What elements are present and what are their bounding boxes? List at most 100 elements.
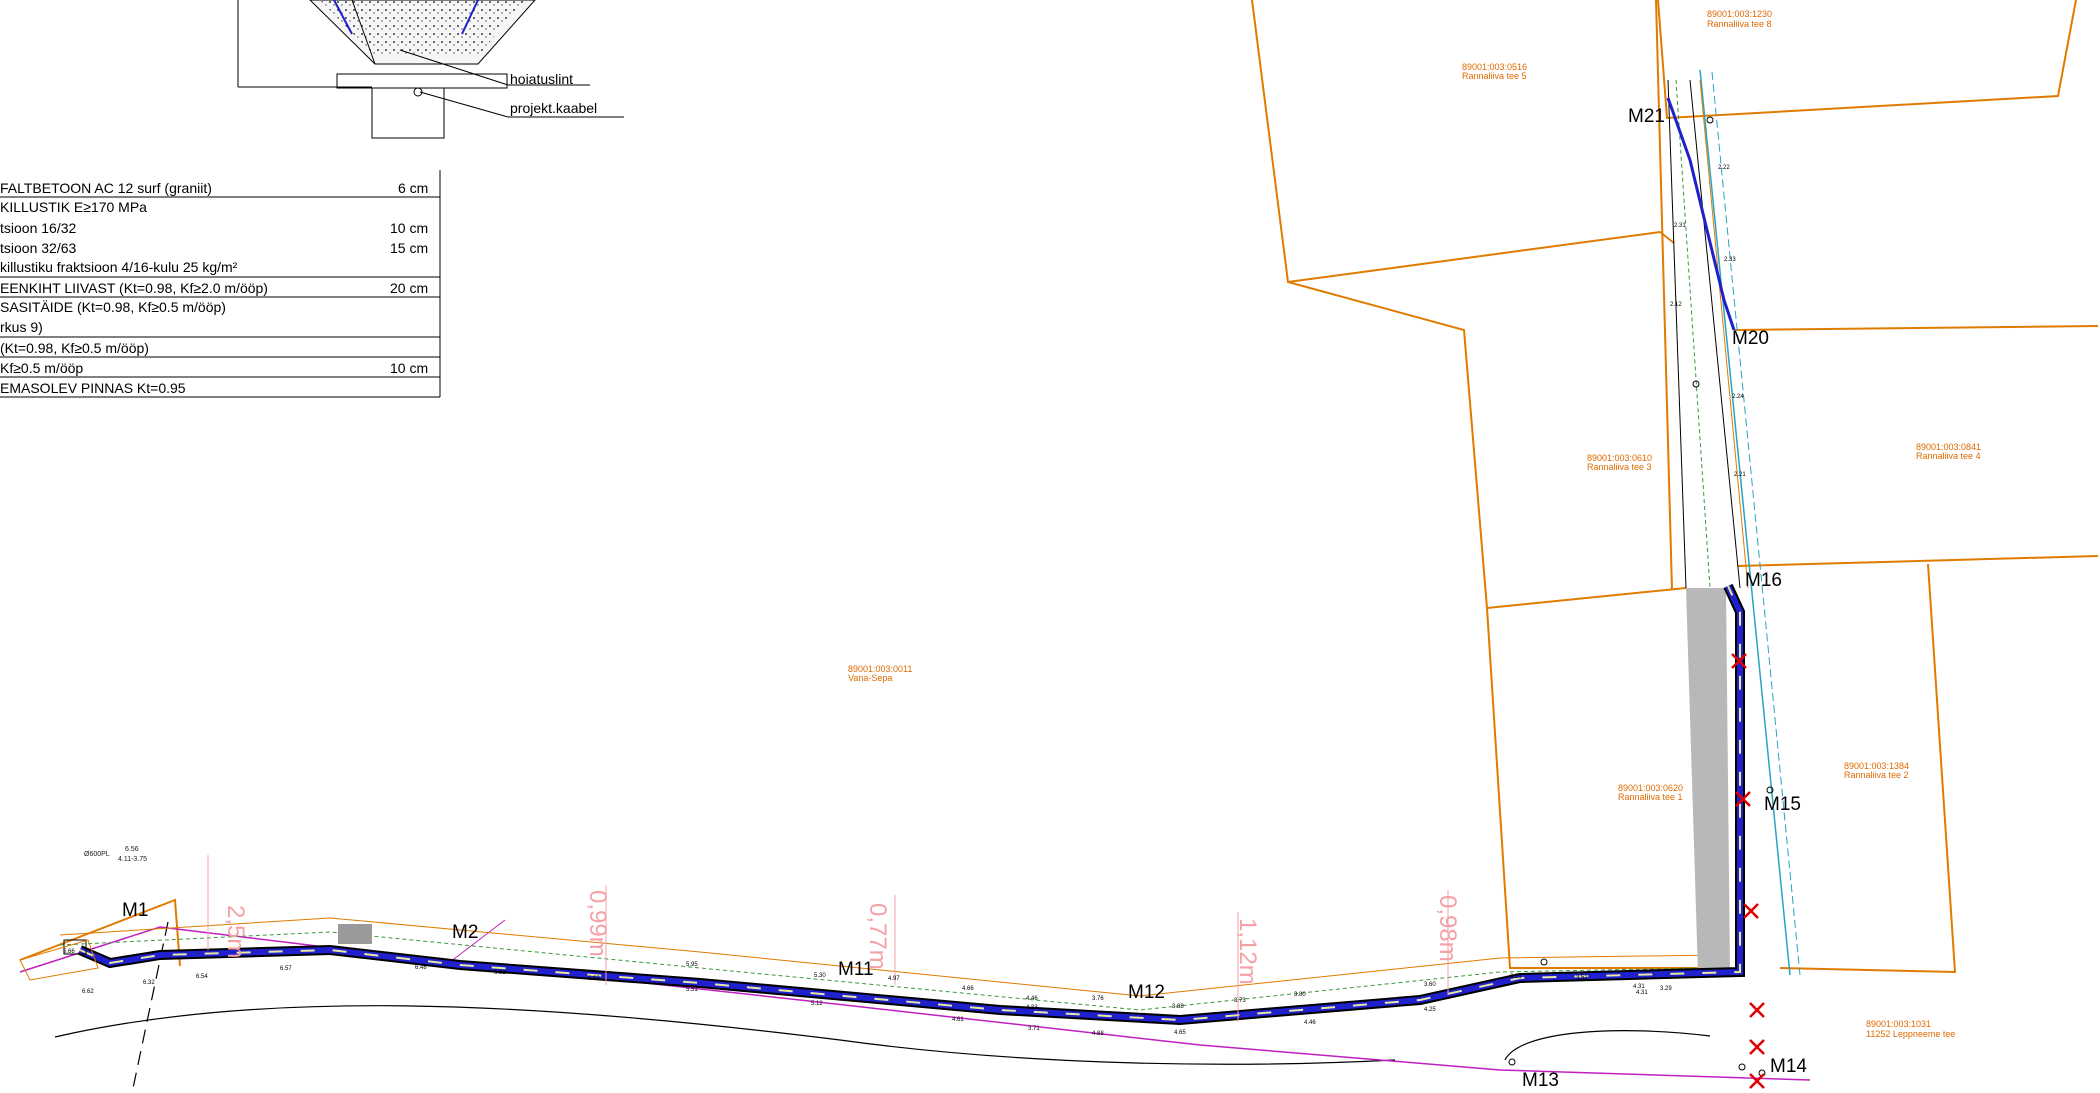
layer-text: Kf≥0.5 m/ööp (0, 360, 83, 376)
route-markers: M1 M2 M11 M12 M13 M14 M15 M16 M20 M21 (122, 106, 1807, 1091)
level-label: 5.95 (686, 962, 698, 968)
pole (1692, 380, 1700, 388)
remove-x (1749, 1073, 1765, 1089)
parcel-id: 89001:003:1384 (1844, 761, 1909, 771)
trench-outline (78, 583, 1745, 1026)
layer-text: FALTBETOON AC 12 surf (graniit) (0, 180, 212, 196)
remove-x (1749, 1039, 1765, 1055)
site-objects (19, 116, 1774, 1077)
cabinet-box (338, 924, 372, 944)
marker-label: M2 (452, 922, 478, 943)
level-label: 4.33 (1026, 1005, 1038, 1011)
level-label: 3.71 (1028, 1026, 1040, 1032)
level-label: 6.52 (494, 970, 506, 976)
level-label: 2.12 (1670, 302, 1682, 308)
parcel-line (1734, 325, 2099, 331)
level-label: 3.88 (1172, 1004, 1184, 1010)
level-label: 4.46 (1304, 1020, 1316, 1026)
level-label: 3.76 (1092, 996, 1104, 1002)
trench-north (1666, 97, 1736, 331)
pole (1540, 958, 1548, 966)
trench-cross-section: hoiatuslint projekt.kaabel (237, 0, 624, 139)
level-label: 4.65 (1174, 1030, 1186, 1036)
marker-label: M20 (1732, 328, 1769, 349)
parcel-line (1737, 555, 2099, 567)
cable-cyan-1 (1699, 69, 1791, 976)
remove-x (1735, 791, 1751, 807)
level-label: 6.56 (125, 846, 139, 853)
marker-label: M12 (1128, 982, 1165, 1003)
parcel-line (1657, 0, 2077, 120)
parcel-line (1779, 563, 1957, 974)
level-label: 4.66 (962, 986, 974, 992)
level-label: 6.48 (415, 965, 427, 971)
level-label: 6.57 (280, 966, 292, 972)
pole (1706, 116, 1714, 124)
parcel-labels: 89001:003:1230 Rannaliiva tee 8 89001:00… (848, 9, 1981, 1039)
parcel-name: 11252 Leppneeme tee (1866, 1029, 1955, 1039)
layer-text: KILLUSTIK E≥170 MPa (0, 199, 147, 215)
trench-hatch (320, 0, 525, 56)
level-label: 6.54 (196, 974, 208, 980)
parcel-name: Rannaliiva tee 8 (1707, 19, 1772, 29)
road-line-black (1667, 79, 1687, 589)
cable-blue-left (333, 0, 353, 35)
marker-label: M21 (1628, 106, 1665, 127)
layer-text: (Kt=0.98, Kf≥0.5 m/ööp) (0, 340, 149, 356)
level-label: 5.66 (63, 949, 75, 955)
parcel-line (1287, 281, 1728, 969)
level-label: 2.33 (1724, 257, 1736, 263)
level-label: Ø600PL (84, 851, 110, 858)
level-label: 3.51 (1576, 975, 1588, 981)
trench-wall-left (318, 0, 376, 65)
marker-label: M11 (838, 959, 874, 980)
marker-label: M13 (1522, 1070, 1559, 1091)
level-label: 4.46 (1026, 996, 1038, 1002)
level-labels: 6.56 4.11-3.75 Ø600PL 5.66 6.32 6.62 6.5… (63, 165, 1746, 1037)
trench-dash (79, 585, 1741, 1022)
parcel-strip-orange (59, 917, 1721, 997)
parcel-name: Rannaliiva tee 5 (1462, 71, 1527, 81)
level-label: 4.97 (888, 976, 900, 982)
level-label: 4.11-3.75 (118, 856, 147, 863)
vertical-road (1667, 69, 1801, 976)
remove-x (1743, 903, 1759, 919)
road-line-black-2 (1689, 79, 1741, 589)
layer-text: tsioon 16/32 (0, 220, 76, 236)
level-label: 4.31 (1633, 984, 1645, 990)
dimension-label: 2,5m (222, 905, 249, 958)
level-label: 4.88 (1092, 1031, 1104, 1037)
parcel-name: Vana-Sepa (848, 673, 892, 683)
remove-x (1749, 1002, 1765, 1018)
layer-thickness: 10 cm (390, 220, 428, 236)
cable-label: projekt.kaabel (510, 100, 597, 116)
road-line-green (1675, 79, 1711, 589)
parcel-name: Rannaliiva tee 3 (1587, 462, 1652, 472)
dimension-label: 1,12m (1234, 918, 1261, 985)
dimension-label: 0,99m (584, 890, 611, 957)
pole (1766, 786, 1774, 794)
level-label: 2.31 (1674, 223, 1686, 229)
parcel-boundaries (19, 0, 2099, 974)
level-label: 3.73 (1234, 998, 1246, 1004)
road-edges (19, 917, 1811, 1093)
parcel-id: 89001:003:0620 (1618, 783, 1683, 793)
level-label: 3.29 (1660, 986, 1672, 992)
layer-text: SASITÄIDE (Kt=0.98, Kf≥0.5 m/ööp) (0, 299, 226, 315)
parcel-name: Rannaliiva tee 4 (1916, 451, 1981, 461)
warning-tape-leader (399, 49, 509, 86)
parcel-id: 89001:003:0516 (1462, 62, 1527, 72)
level-label: 6.32 (143, 980, 155, 986)
layer-thickness: 20 cm (390, 280, 428, 296)
level-label: 5.51 (686, 987, 698, 993)
trench-bottom-block (371, 87, 445, 139)
dimension-labels: 2,5m 0,99m 0,77m 1,12m 0,98m (207, 855, 1461, 1022)
parcel-id: 89001:003:1031 (1866, 1019, 1931, 1029)
layer-text: EMASOLEV PINNAS Kt=0.95 (0, 380, 186, 396)
road-asphalt (1686, 588, 1730, 974)
level-label: 4.31 (1636, 990, 1648, 996)
parcel-line (1251, 0, 1675, 284)
layer-text: EENKIHT LIIVAST (Kt=0.98, Kf≥2.0 m/ööp) (0, 280, 268, 296)
dimension-label: 0,77m (864, 903, 891, 970)
